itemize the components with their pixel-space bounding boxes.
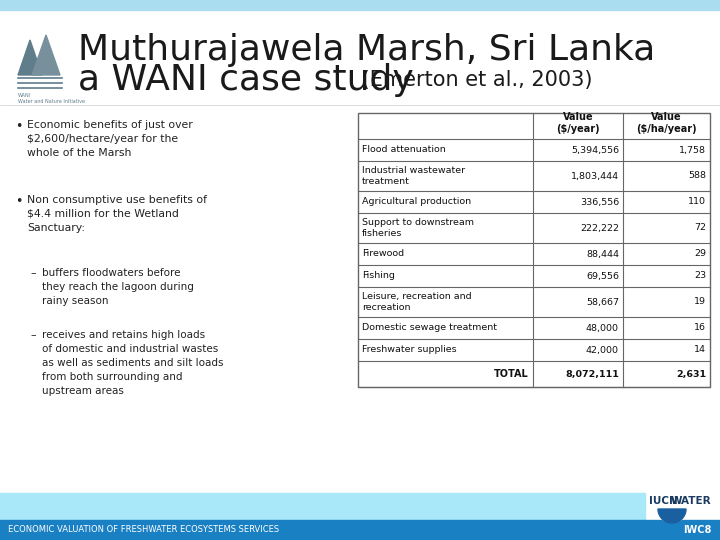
Polygon shape	[32, 35, 60, 75]
Text: 16: 16	[694, 323, 706, 333]
Text: 1,758: 1,758	[679, 145, 706, 154]
Text: 1,803,444: 1,803,444	[571, 172, 619, 180]
Text: –: –	[30, 330, 35, 340]
Text: 58,667: 58,667	[586, 298, 619, 307]
Text: Leisure, recreation and
recreation: Leisure, recreation and recreation	[362, 292, 472, 312]
Bar	[0, 0, 720, 10]
Bar	[0, 493, 645, 520]
Text: Value
($/ha/year): Value ($/ha/year)	[636, 112, 697, 134]
Text: Value
($/year): Value ($/year)	[556, 112, 600, 134]
Circle shape	[653, 484, 691, 522]
Text: –: –	[30, 268, 35, 278]
Text: •: •	[15, 195, 22, 208]
Bar	[0, 520, 720, 540]
Text: 336,556: 336,556	[580, 198, 619, 206]
Text: 5,394,556: 5,394,556	[571, 145, 619, 154]
Text: IWC8: IWC8	[683, 525, 712, 535]
Text: Agricultural production: Agricultural production	[362, 198, 471, 206]
Text: 88,444: 88,444	[586, 249, 619, 259]
Wedge shape	[658, 509, 686, 523]
Text: 48,000: 48,000	[586, 323, 619, 333]
Text: ECONOMIC VALUATION OF FRESHWATER ECOSYSTEMS SERVICES: ECONOMIC VALUATION OF FRESHWATER ECOSYST…	[8, 525, 279, 535]
Text: 69,556: 69,556	[586, 272, 619, 280]
Text: buffers floodwaters before
they reach the lagoon during
rainy season: buffers floodwaters before they reach th…	[42, 268, 194, 306]
Text: Firewood: Firewood	[362, 249, 404, 259]
Text: 42,000: 42,000	[586, 346, 619, 354]
Text: receives and retains high loads
of domestic and industrial wastes
as well as sed: receives and retains high loads of domes…	[42, 330, 223, 396]
Text: 8,072,111: 8,072,111	[565, 369, 619, 379]
Text: WANI
Water and Nature Initiative: WANI Water and Nature Initiative	[18, 93, 85, 104]
Text: Non consumptive use benefits of
$4.4 million for the Wetland
Sanctuary:: Non consumptive use benefits of $4.4 mil…	[27, 195, 207, 233]
Text: TOTAL: TOTAL	[494, 369, 529, 379]
Text: 14: 14	[694, 346, 706, 354]
Text: Muthurajawela Marsh, Sri Lanka: Muthurajawela Marsh, Sri Lanka	[78, 33, 655, 67]
Text: Industrial wastewater
treatment: Industrial wastewater treatment	[362, 166, 465, 186]
Polygon shape	[18, 40, 42, 75]
Text: a WANI case study: a WANI case study	[78, 63, 414, 97]
Text: 23: 23	[694, 272, 706, 280]
Text: WATER: WATER	[671, 496, 711, 506]
Text: Domestic sewage treatment: Domestic sewage treatment	[362, 323, 497, 333]
Text: Flood attenuation: Flood attenuation	[362, 145, 446, 154]
Text: Fishing: Fishing	[362, 272, 395, 280]
Text: (Emerton et al., 2003): (Emerton et al., 2003)	[355, 70, 593, 90]
Bar	[358, 113, 710, 387]
Text: IUCN: IUCN	[649, 496, 678, 506]
Text: 110: 110	[688, 198, 706, 206]
Text: 588: 588	[688, 172, 706, 180]
Text: 72: 72	[694, 224, 706, 233]
Text: •: •	[15, 120, 22, 133]
Text: Economic benefits of just over
$2,600/hectare/year for the
whole of the Marsh: Economic benefits of just over $2,600/he…	[27, 120, 193, 158]
Text: Support to downstream
fisheries: Support to downstream fisheries	[362, 218, 474, 238]
Text: 19: 19	[694, 298, 706, 307]
Text: 29: 29	[694, 249, 706, 259]
Text: 2,631: 2,631	[676, 369, 706, 379]
Text: 222,222: 222,222	[580, 224, 619, 233]
Text: Freshwater supplies: Freshwater supplies	[362, 346, 456, 354]
